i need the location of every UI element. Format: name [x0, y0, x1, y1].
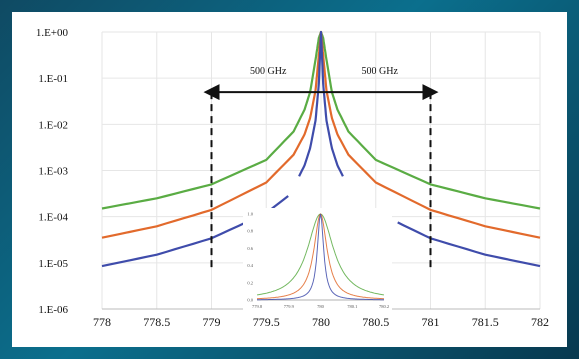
inset-x-tick-label: 780.1: [347, 304, 357, 309]
x-tick-label: 781: [422, 315, 440, 329]
y-tick-label: 1.E-02: [38, 119, 68, 131]
inset-x-tick-label: 779.8: [252, 304, 263, 309]
series-line-4: [397, 221, 541, 268]
y-tick-label: 1.E-05: [38, 258, 68, 270]
x-tick-label: 780.5: [362, 315, 389, 329]
inset-x-tick-label: 780: [317, 304, 325, 309]
annotation-label-0: 500 GHz: [250, 66, 287, 77]
inset-y-tick-label: 0.6: [247, 246, 253, 251]
y-tick-label: 1.E-03: [38, 166, 68, 178]
x-tick-label: 778: [93, 315, 111, 329]
x-tick-label: 781.5: [472, 315, 499, 329]
series-line-3: [298, 30, 344, 177]
inset-y-tick-label: 0.4: [247, 263, 253, 268]
x-tick-label: 780: [312, 315, 330, 329]
x-tick-label: 782: [531, 315, 549, 329]
y-tick-label: 1.E-04: [38, 212, 68, 224]
annotation-label-1: 500 GHz: [362, 66, 399, 77]
inset-y-tick-label: 0.0: [247, 298, 253, 303]
inset-x-tick-label: 779.9: [284, 304, 295, 309]
y-tick-label: 1.E-06: [38, 304, 68, 316]
x-tick-label: 779: [203, 315, 221, 329]
x-tick-label: 778.5: [143, 315, 170, 329]
spectrum-chart: 778 778.5 779 779.5 780 780.5 781 781.5 782 1.E-0…: [36, 27, 549, 329]
x-tick-label: 779.5: [253, 315, 280, 329]
inset-y-tick-label: 0.2: [247, 280, 253, 285]
y-tick-label: 1.E+00: [36, 27, 69, 39]
inset-y-tick-label: 1.0: [247, 212, 253, 217]
y-tick-label: 1.E-01: [38, 73, 68, 85]
inset-x-tick-label: 780.2: [379, 304, 389, 309]
inset-series-line-2: [257, 213, 384, 301]
inset-y-tick-label: 0.8: [247, 229, 253, 234]
chart-panel: 778 778.5 779 779.5 780 780.5 781 781.5 782 1.E-0…: [12, 12, 567, 347]
